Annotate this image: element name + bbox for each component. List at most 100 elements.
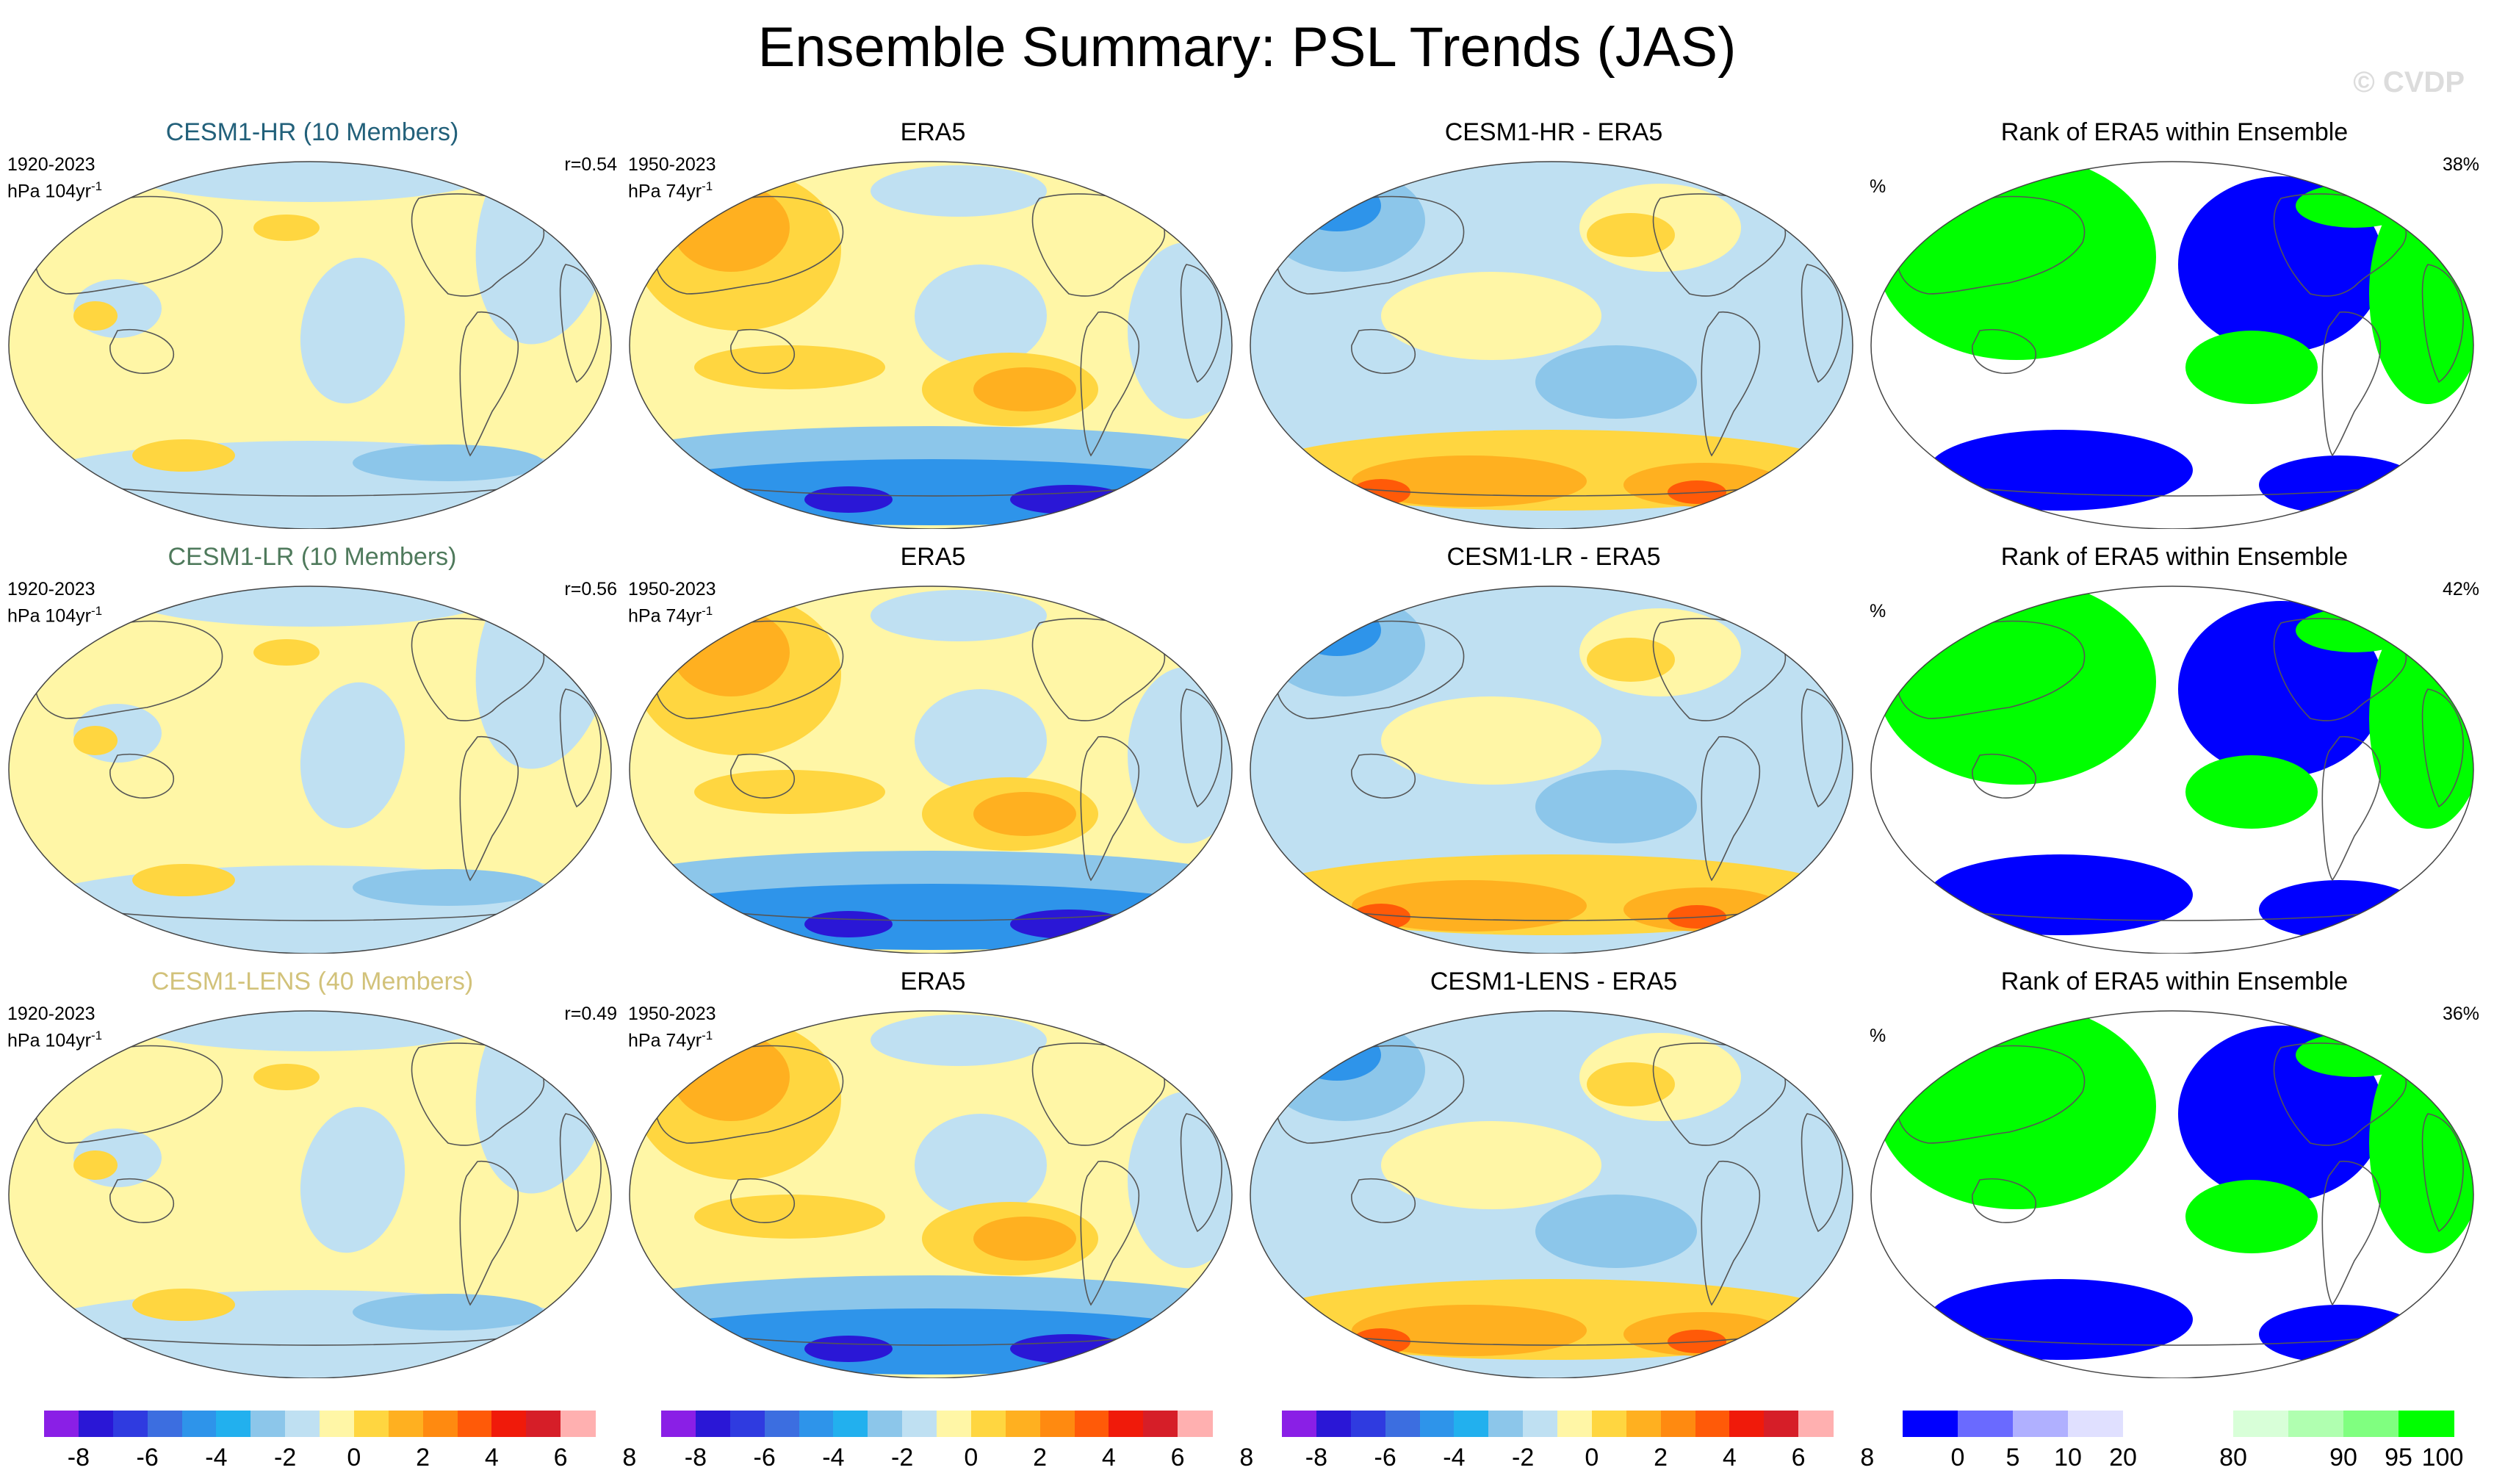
map-border xyxy=(1870,161,2474,529)
coastline xyxy=(109,328,175,374)
trend-colorbar: -8 -6 -4 -2 0 2 4 6 8 xyxy=(1282,1411,1874,1477)
colorbar-swatch xyxy=(526,1411,561,1437)
colorbar-tick-label: 2 xyxy=(1033,1444,1048,1472)
coastline xyxy=(1972,1178,2037,1223)
colorbar-tick-label: 6 xyxy=(1791,1444,1806,1472)
coastline xyxy=(2421,688,2464,808)
contour-region xyxy=(871,165,1047,217)
contour-region xyxy=(1928,1279,2193,1360)
units-label: hPa 74yr-1 xyxy=(628,600,716,627)
contour-region xyxy=(353,869,544,906)
contour-region xyxy=(871,1015,1047,1066)
colorbar-tick-label: 0 xyxy=(964,1444,979,1472)
contour-region xyxy=(1352,479,1410,505)
contour-region xyxy=(132,439,235,472)
colorbar-swatch xyxy=(2123,1411,2179,1437)
colorbar-swatch xyxy=(1488,1411,1524,1437)
panel-diff-row2: CESM1-LR - ERA5 xyxy=(1249,542,1859,954)
colorbar-tick-label: -8 xyxy=(684,1444,707,1472)
coastline xyxy=(1180,1113,1222,1233)
colorbar-swatch xyxy=(937,1411,972,1437)
coastline xyxy=(1080,735,1140,882)
colorbar-tick-label: 90 xyxy=(2329,1444,2357,1472)
coastline xyxy=(1137,610,1176,640)
panel-title: CESM1-LENS (40 Members) xyxy=(151,968,474,995)
colorbar-swatch xyxy=(1005,1411,1041,1437)
colorbar-swatch xyxy=(1074,1411,1109,1437)
contour-region xyxy=(1587,638,1675,682)
colorbar-swatch xyxy=(1695,1411,1730,1437)
units-text: hPa 104yr xyxy=(7,181,91,202)
colorbar-swatch xyxy=(1109,1411,1144,1437)
coastline xyxy=(1801,1113,1843,1233)
coastline xyxy=(1701,1160,1761,1306)
coastline xyxy=(559,1113,602,1233)
coastline xyxy=(459,1160,519,1306)
coastline xyxy=(559,688,602,808)
colorbar-tick-label: -8 xyxy=(1305,1444,1327,1472)
colorbar-tick-label: -2 xyxy=(274,1444,297,1472)
panel-title: ERA5 xyxy=(900,118,966,146)
contour-region xyxy=(2185,1180,2318,1253)
colorbar-tick-label: 6 xyxy=(553,1444,568,1472)
map-border xyxy=(629,586,1233,954)
rank-colorbar: 0 5 10 20 80 90 95 100 xyxy=(1903,1411,2463,1477)
panel-title: Rank of ERA5 within Ensemble xyxy=(2000,968,2349,995)
coastline xyxy=(459,735,519,882)
contour-region xyxy=(2296,608,2413,652)
diff-map xyxy=(1250,1010,1853,1378)
colorbar-swatch xyxy=(764,1411,799,1437)
period-label: 1950-2023 xyxy=(628,579,716,599)
watermark: © CVDP xyxy=(2353,66,2465,98)
panel-diff-row1: CESM1-HR - ERA5 xyxy=(1249,118,1859,529)
contour-region xyxy=(73,301,118,331)
model-map xyxy=(8,1010,612,1378)
colorbar-tick-label: 8 xyxy=(622,1444,637,1472)
obs-map xyxy=(629,161,1233,529)
units-label: hPa 104yr-1 xyxy=(7,1025,102,1051)
units-label: hPa 104yr-1 xyxy=(7,600,102,627)
contour-region xyxy=(871,590,1047,641)
trend-colorbar: -8 -6 -4 -2 0 2 4 6 8 xyxy=(44,1411,636,1477)
colorbar-tick-label: 80 xyxy=(2219,1444,2247,1472)
colorbar-swatch xyxy=(181,1411,217,1437)
contour-region xyxy=(1352,455,1587,507)
contour-region xyxy=(1010,1334,1128,1364)
panel-title: CESM1-LR - ERA5 xyxy=(1446,543,1661,571)
map-border xyxy=(8,586,612,954)
panel-model-row1: CESM1-HR (10 Members) 1920-2023 hPa 104yr-… xyxy=(7,118,617,529)
units-label: hPa 104yr-1 xyxy=(7,176,102,202)
rank-map xyxy=(1870,1010,2474,1378)
units-exponent: -1 xyxy=(702,1029,713,1042)
obs-map xyxy=(629,1010,1233,1378)
coastline xyxy=(1758,1034,1797,1065)
contour-region xyxy=(1381,696,1601,785)
contour-region xyxy=(2185,331,2318,404)
colorbar-tick-label: 0 xyxy=(1585,1444,1599,1472)
panel-model-row3: CESM1-LENS (40 Members) 1920-2023 hPa 104y… xyxy=(7,967,617,1378)
colorbar-swatch xyxy=(1557,1411,1593,1437)
map-border xyxy=(1870,586,2474,954)
diff-map xyxy=(1250,586,1853,954)
panel-title: CESM1-HR - ERA5 xyxy=(1444,118,1663,146)
colorbar-tick-label: -4 xyxy=(1443,1444,1466,1472)
colorbar-tick-label: 6 xyxy=(1170,1444,1185,1472)
colorbar-swatch xyxy=(1660,1411,1695,1437)
contour-region xyxy=(973,367,1076,411)
contour-region xyxy=(1877,1011,2156,1209)
coastline xyxy=(730,1178,796,1223)
contour-region xyxy=(915,689,1047,792)
contour-region xyxy=(1877,586,2156,785)
colorbar-tick-label: 2 xyxy=(1654,1444,1668,1472)
rank-percent-value: 38% xyxy=(2442,154,2479,175)
colorbar-swatch xyxy=(320,1411,355,1437)
coastline xyxy=(516,610,555,640)
units-text: hPa 104yr xyxy=(7,1030,91,1051)
contour-region xyxy=(300,1106,406,1253)
figure-title: Ensemble Summary: PSL Trends (JAS) xyxy=(757,16,1737,79)
colorbar-tick-label: 4 xyxy=(1722,1444,1737,1472)
contour-region xyxy=(119,1011,501,1051)
map-border xyxy=(1870,1010,2474,1378)
colorbar-tick-label: 2 xyxy=(416,1444,430,1472)
contour-region xyxy=(804,911,893,937)
